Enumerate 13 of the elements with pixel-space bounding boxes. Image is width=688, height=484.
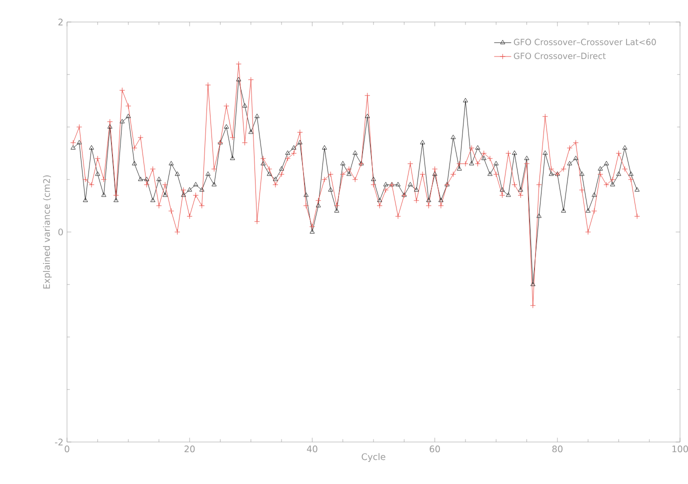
y-axis-title: Explained variance (cm2): [43, 175, 52, 288]
legend-label: GFO Crossover–Crossover Lat<60: [514, 38, 656, 46]
x-tick-label: 100: [672, 446, 688, 452]
legend-label: GFO Crossover–Direct: [514, 52, 606, 60]
x-tick-label: 40: [306, 446, 318, 452]
y-tick-label: -2: [54, 438, 63, 446]
x-tick-label: 80: [552, 446, 563, 452]
x-tick-label: 20: [184, 446, 195, 452]
y-tick-label: 2: [58, 18, 63, 26]
x-tick-label: 60: [430, 446, 440, 452]
x-axis-title: Cycle: [362, 453, 386, 462]
y-tick-label: 0: [58, 228, 63, 236]
x-tick-label: 0: [64, 446, 70, 452]
